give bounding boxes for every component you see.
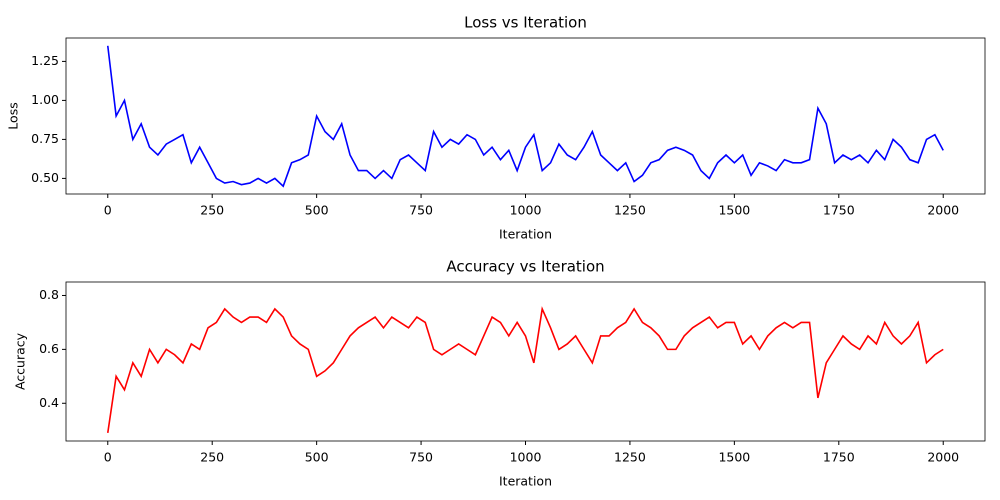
data-line: [106, 306, 944, 434]
chart-title: Accuracy vs Iteration: [446, 258, 604, 276]
data-line: [106, 45, 944, 188]
y-tick-label: 0.6: [39, 341, 59, 356]
x-tick-label: 750: [409, 450, 433, 465]
y-axis-label: Accuracy: [13, 332, 28, 390]
y-tick-label: 1.25: [31, 53, 59, 68]
x-tick-label: 750: [409, 203, 433, 218]
x-axis-label: Iteration: [499, 474, 552, 489]
x-axis-label: Iteration: [499, 227, 552, 242]
x-tick-label: 0: [104, 450, 112, 465]
x-tick-label: 2000: [927, 203, 959, 218]
y-tick-label: 0.8: [39, 287, 59, 302]
axes-frame: [65, 37, 986, 195]
x-tick-label: 1500: [718, 450, 750, 465]
y-tick-label: 0.50: [31, 170, 59, 185]
x-tick-label: 250: [200, 450, 224, 465]
x-tick-label: 1000: [510, 203, 542, 218]
x-tick-label: 1500: [718, 203, 750, 218]
x-tick-label: 1000: [510, 450, 542, 465]
chart-title: Loss vs Iteration: [464, 14, 587, 32]
x-tick-label: 1250: [614, 203, 646, 218]
y-axis-label: Loss: [6, 102, 21, 129]
axes-frame: [65, 281, 986, 442]
x-tick-label: 500: [305, 203, 329, 218]
x-tick-label: 500: [305, 450, 329, 465]
x-tick-label: 1750: [823, 450, 855, 465]
x-tick-label: 1250: [614, 450, 646, 465]
y-tick-label: 1.00: [31, 92, 59, 107]
y-tick-label: 0.75: [31, 131, 59, 146]
x-tick-label: 250: [200, 203, 224, 218]
x-tick-label: 1750: [823, 203, 855, 218]
x-tick-label: 2000: [927, 450, 959, 465]
x-tick-label: 0: [104, 203, 112, 218]
y-tick-label: 0.4: [39, 395, 59, 410]
